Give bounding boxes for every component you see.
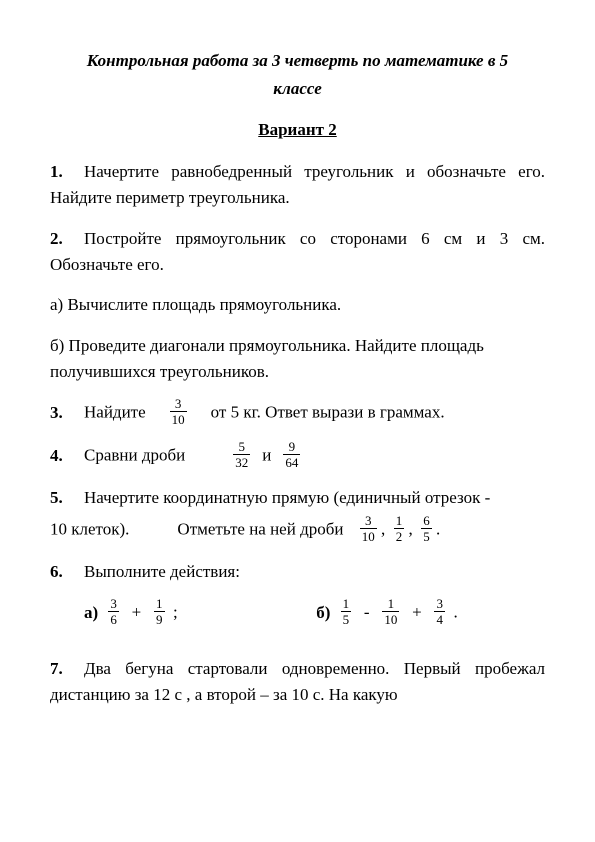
task-7: 7.Два бегуна стартовали одновременно. Пе… [50,656,545,709]
task-6b-frac3: 34 [434,597,445,626]
task-4-frac1: 532 [233,440,250,469]
task-6-text: Выполните действия: [84,562,240,581]
task-6-num: 6. [50,559,84,585]
task-5-frac2: 12 [394,514,405,543]
task-3-before: Найдите [84,403,146,422]
task-5-num: 5. [50,485,84,511]
task-6a-frac2: 19 [154,597,165,626]
task-1-num: 1. [50,159,84,185]
doc-title-line2: классе [50,76,545,102]
task-6a-op1: + [132,603,142,622]
variant-heading: Вариант 2 [50,117,545,143]
task-4: 4.Сравни дроби 532 и 964 [50,442,545,471]
task-6b-frac1: 15 [341,597,352,626]
task-2a: а) Вычислите площадь прямоугольника. [50,292,545,318]
task-6: 6.Выполните действия: [50,559,545,585]
task-5-line2a: 10 клеток). [50,519,129,538]
task-5-line2b: Отметьте на ней дроби [177,519,343,538]
task-3-num: 3. [50,400,84,426]
doc-title-line1: Контрольная работа за 3 четверть по мате… [50,48,545,74]
task-4-before: Сравни дроби [84,446,185,465]
task-2: 2.Постройте прямоугольник со сторонами 6… [50,226,545,279]
task-4-and: и [262,446,271,465]
task-6b-frac2: 110 [382,597,399,626]
task-7-text: Два бегуна стартовали одновременно. Перв… [50,659,545,704]
task-3-after: от 5 кг. Ответ вырази в граммах. [211,403,445,422]
task-3: 3.Найдите 310 от 5 кг. Ответ вырази в грам… [50,399,545,428]
task-6b-end: . [453,603,457,622]
task-3-frac: 310 [170,397,187,426]
task-5-frac3: 65 [421,514,432,543]
task-5-frac1: 310 [360,514,377,543]
task-2-text: Постройте прямоугольник со сторонами 6 с… [50,229,545,274]
task-4-frac2: 964 [283,440,300,469]
task-5-line1: Начертите координатную прямую (единичный… [84,488,490,507]
task-4-num: 4. [50,443,84,469]
task-6-equations: а) 36 + 19 ; б) 15 - 110 + 34 . [50,599,545,628]
task-2-num: 2. [50,226,84,252]
task-7-num: 7. [50,656,84,682]
task-1-text: Начертите равнобедренный треугольник и о… [50,162,545,207]
task-6a-frac1: 36 [108,597,119,626]
task-6a-label: а) [84,600,98,626]
task-2b: б) Проведите диагонали прямоугольника. Н… [50,333,545,386]
task-6b-label: б) [316,600,330,626]
task-5: 5.Начертите координатную прямую (единичн… [50,485,545,544]
task-6a-end: ; [173,603,178,622]
task-6b-op2: + [412,603,422,622]
task-1: 1.Начертите равнобедренный треугольник и… [50,159,545,212]
